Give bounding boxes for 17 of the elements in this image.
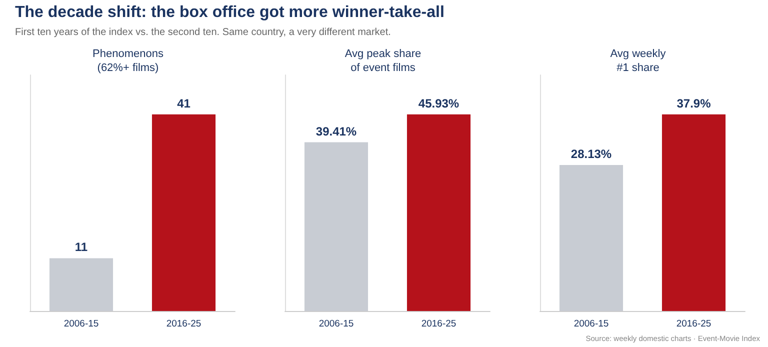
chart-title: Avg weekly #1 share [610,48,666,74]
chart-title: Phenomenons (62%+ films) [92,48,164,74]
data-label: 11 [74,240,88,254]
data-label: 37.9% [676,96,712,110]
chart-title: Avg peak share of event films [344,48,422,74]
text: First ten years of the index vs. the second ten. Same country, a very different market. [15,27,391,38]
data-label: 39.41% [316,124,357,138]
x-tick-label: 2006-15 [318,318,354,330]
x-tick-label: 2006-15 [64,318,99,330]
x-tick-label: 2016-25 [676,318,712,330]
x-tick-label: 2016-25 [166,318,202,330]
data-label: 28.13% [570,147,612,162]
data-label: 45.93% [418,96,460,110]
data-label: 41 [177,96,191,110]
x-tick-label: 2006-15 [574,318,609,330]
text: The decade shift: the box office got more winner-take-all [15,4,444,22]
x-tick-label: 2016-25 [421,318,456,330]
